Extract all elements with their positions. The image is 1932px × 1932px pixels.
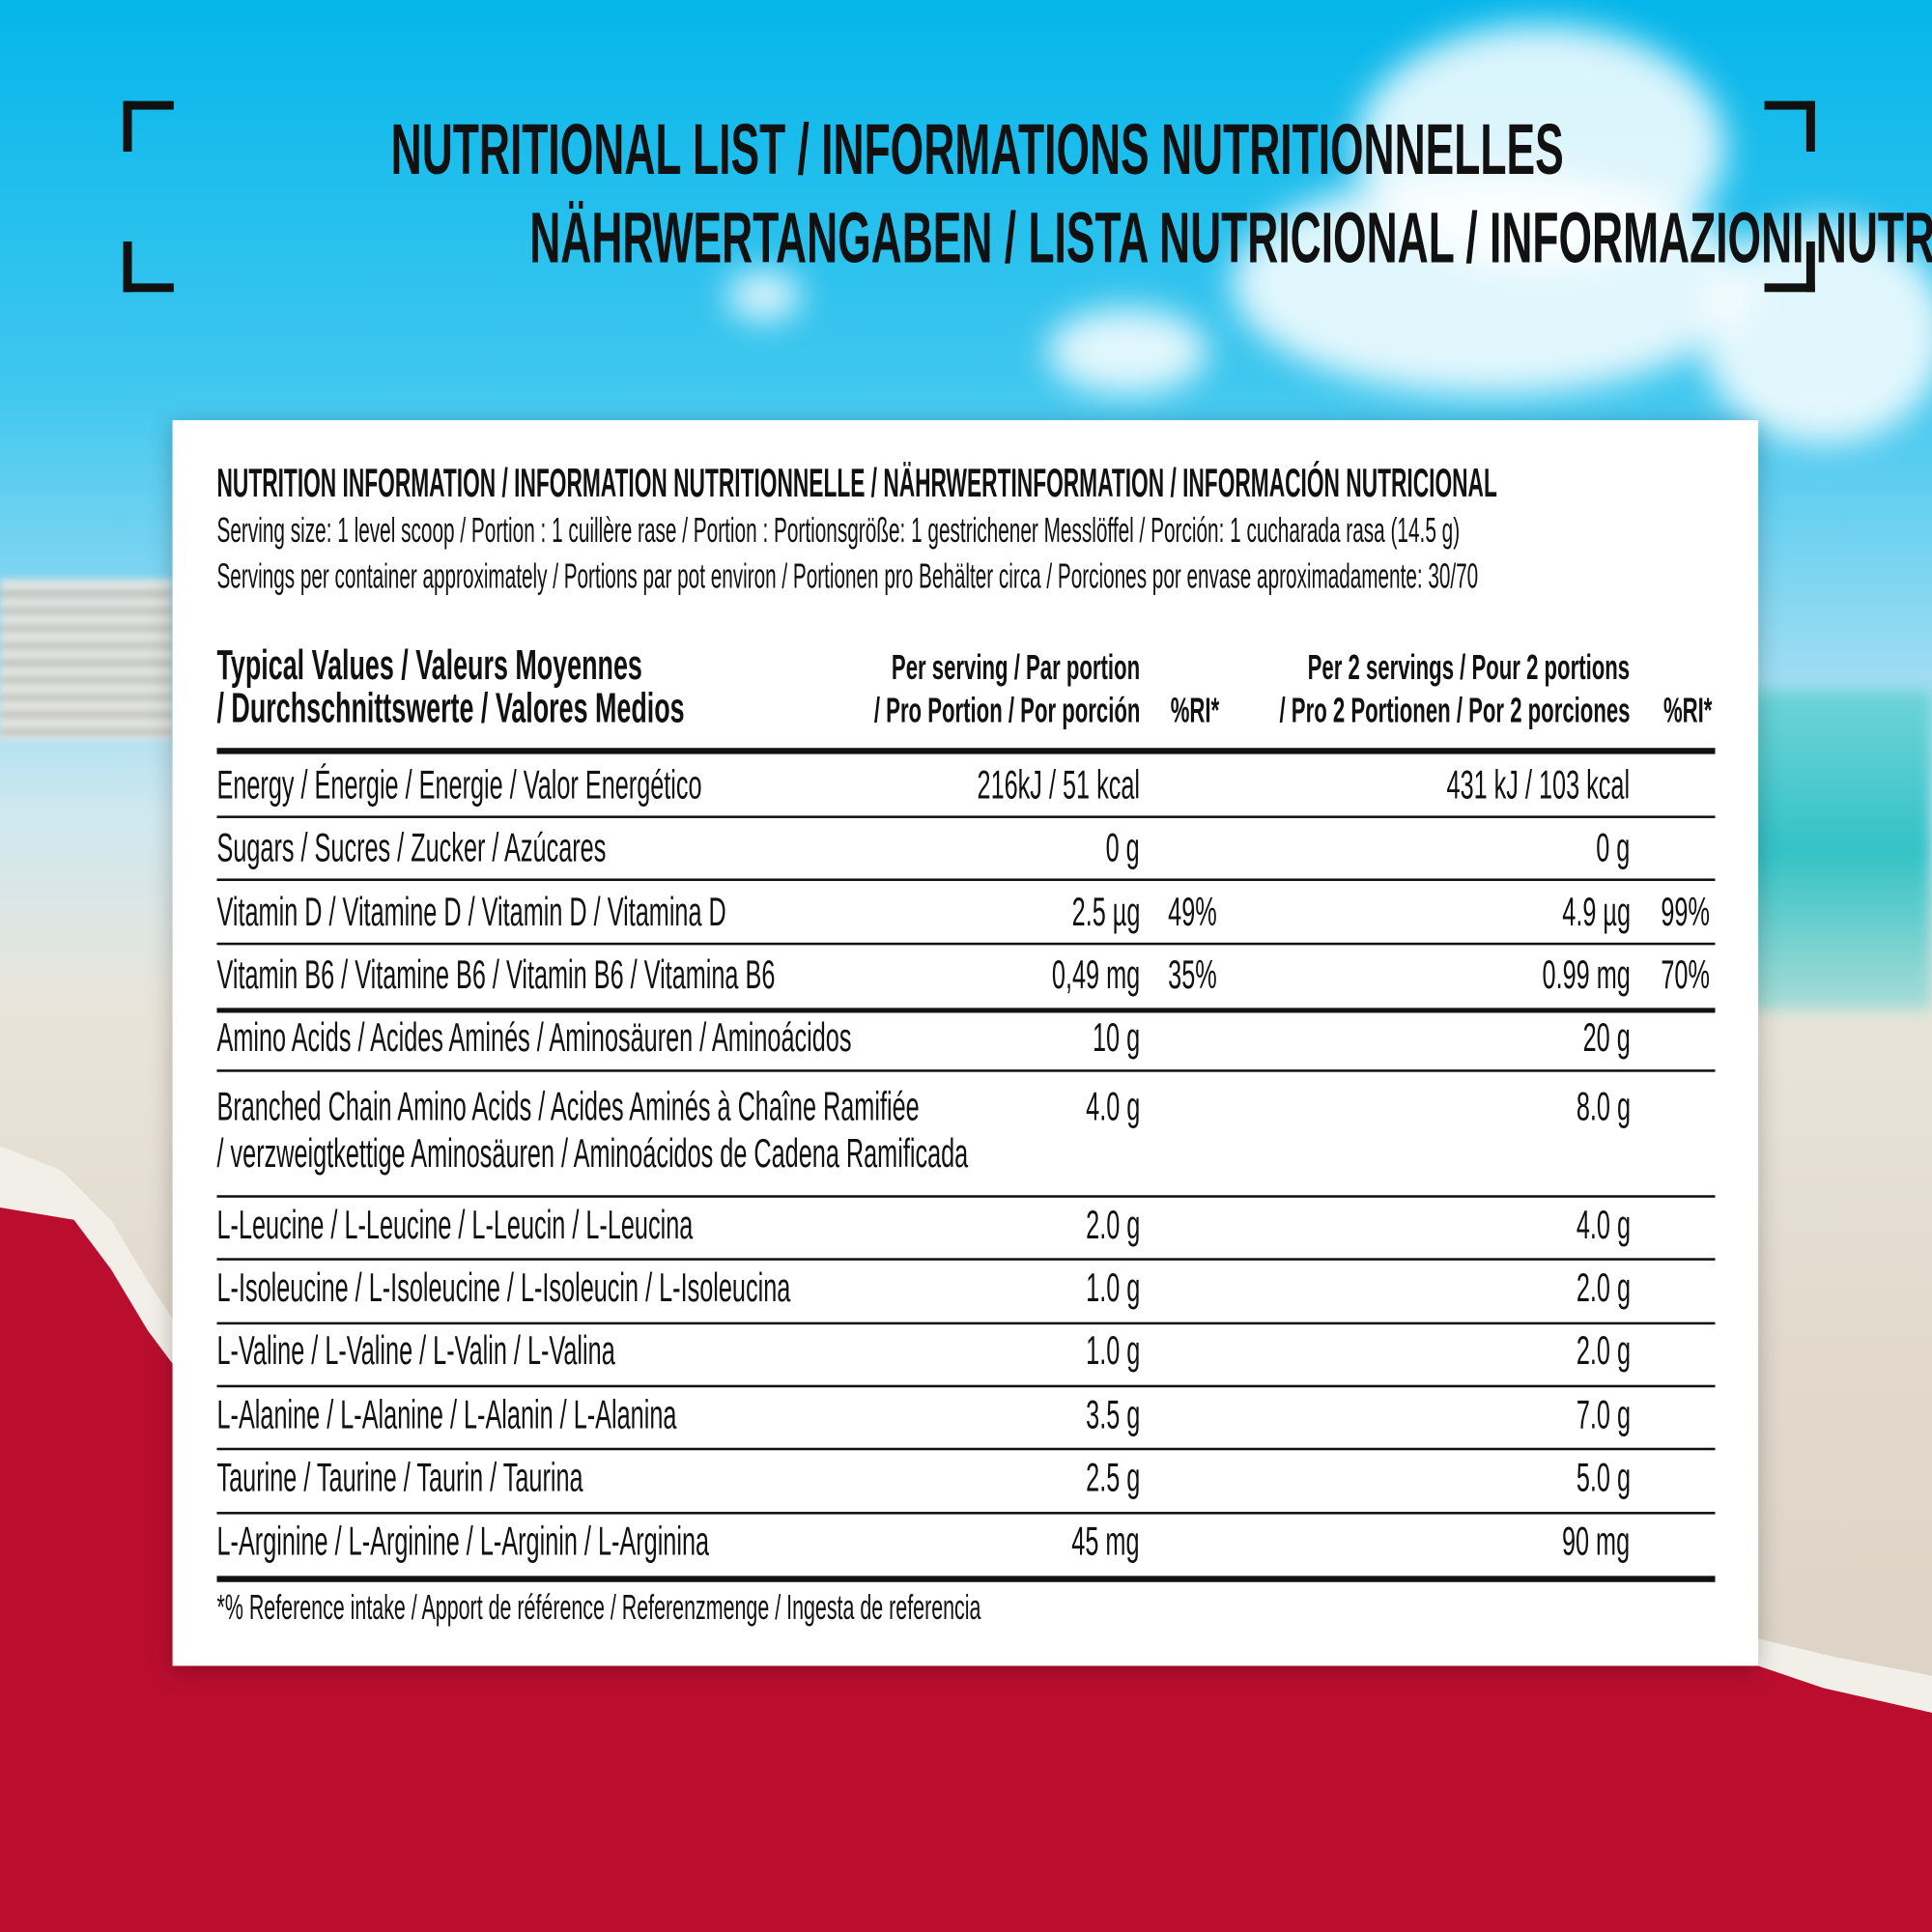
page-title-line-1: NUTRITIONAL LIST / INFORMATIONS NUTRITIO… <box>390 109 1564 190</box>
nutrient-label-line-2: / verzweigtkettige Aminosäuren / Aminoác… <box>216 1129 969 1176</box>
per-2-servings-value: 4.9 µg <box>1561 888 1631 934</box>
nutrient-label: L-Valine / L-Valine / L-Valin / L-Valina <box>216 1326 615 1373</box>
per-serving-value: 10 g <box>1092 1013 1140 1060</box>
nutrient-label: Branched Chain Amino Acids / Acides Amin… <box>216 1083 920 1129</box>
row-divider <box>216 878 1716 881</box>
col-header-ri-2: %RI* <box>1662 691 1713 730</box>
row-divider <box>216 1008 1716 1013</box>
nutrient-label: Taurine / Taurine / Taurin / Taurina <box>216 1454 583 1500</box>
per-2-servings-value: 7.0 g <box>1576 1391 1631 1437</box>
row-divider <box>216 1195 1716 1198</box>
col-header-per-serving-2: / Pro Portion / Por porción <box>873 691 1140 730</box>
nutrient-label: L-Alanine / L-Alanine / L-Alanin / L-Ala… <box>216 1391 677 1437</box>
per-2-servings-value: 0 g <box>1596 824 1631 870</box>
row-divider <box>216 1258 1716 1261</box>
per-2-servings-value: 431 kJ / 103 kcal <box>1446 761 1631 808</box>
page-title-line-2: NÄHRWERTANGABEN / LISTA NUTRICIONAL / IN… <box>529 198 1932 279</box>
header-divider <box>216 748 1716 754</box>
per-serving-value: 2.5 µg <box>1071 888 1140 934</box>
per-2-servings-value: 8.0 g <box>1576 1083 1631 1129</box>
col-header-ri: %RI* <box>1170 691 1220 730</box>
row-divider <box>216 1447 1716 1451</box>
col-header-label-1: Typical Values / Valeurs Moyennes <box>216 641 642 690</box>
per-2-servings-value: 4.0 g <box>1576 1201 1631 1247</box>
per-serving-value: 4.0 g <box>1085 1083 1140 1129</box>
per-serving-value: 0,49 mg <box>1051 951 1140 997</box>
row-divider <box>216 1321 1716 1325</box>
per-2-servings-value: 2.0 g <box>1576 1326 1631 1373</box>
nutrient-label: Vitamin B6 / Vitamine B6 / Vitamin B6 / … <box>216 951 776 997</box>
per-serving-value: 2.0 g <box>1085 1201 1140 1247</box>
nutrient-label: L-Arginine / L-Arginine / L-Arginin / L-… <box>216 1518 710 1564</box>
ri-value: 49% <box>1168 888 1217 934</box>
per-2-servings-value: 0.99 mg <box>1542 951 1631 997</box>
row-divider <box>216 815 1716 818</box>
nutrient-label: Sugars / Sucres / Zucker / Azúcares <box>216 824 607 870</box>
row-divider <box>216 942 1716 946</box>
per-2-servings-value: 90 mg <box>1562 1518 1631 1564</box>
ri-value: 35% <box>1168 951 1217 997</box>
per-serving-value: 1.0 g <box>1085 1326 1140 1373</box>
per-serving-value: 1.0 g <box>1085 1264 1140 1310</box>
per-serving-value: 0 g <box>1105 824 1140 870</box>
per-serving-value: 2.5 g <box>1085 1454 1140 1500</box>
nutrient-label: Energy / Énergie / Energie / Valor Energ… <box>216 761 702 808</box>
corner-bracket-bl <box>123 241 174 293</box>
row-divider <box>216 1069 1716 1072</box>
col-header-per-2-servings-2: / Pro 2 Portionen / Por 2 porciones <box>1279 691 1631 730</box>
per-2-servings-value: 5.0 g <box>1576 1454 1631 1500</box>
corner-bracket-tr <box>1764 100 1815 152</box>
col-header-per-serving-1: Per serving / Par portion <box>891 647 1140 687</box>
corner-bracket-br <box>1764 241 1815 293</box>
row-divider <box>216 1576 1716 1582</box>
per-serving-value: 3.5 g <box>1085 1391 1140 1437</box>
row-divider <box>216 1512 1716 1515</box>
footnote: *% Reference intake / Apport de référenc… <box>216 1588 981 1627</box>
corner-bracket-tl <box>123 100 174 152</box>
serving-size: Serving size: 1 level scoop / Portion : … <box>216 511 1461 550</box>
nutrient-label: L-Isoleucine / L-Isoleucine / L-Isoleuci… <box>216 1264 791 1310</box>
col-header-per-2-servings-1: Per 2 servings / Pour 2 portions <box>1308 647 1631 687</box>
nutrient-label: Amino Acids / Acides Aminés / Aminosäure… <box>216 1013 852 1060</box>
nutrient-label: Vitamin D / Vitamine D / Vitamin D / Vit… <box>216 888 726 934</box>
row-divider <box>216 1384 1716 1388</box>
ri-2-value: 70% <box>1661 951 1710 997</box>
nutrition-card: NUTRITION INFORMATION / INFORMATION NUTR… <box>172 419 1759 1666</box>
servings-per-container: Servings per container approximately / P… <box>216 556 1479 596</box>
per-serving-value: 45 mg <box>1071 1518 1140 1564</box>
ri-2-value: 99% <box>1661 888 1710 934</box>
per-2-servings-value: 2.0 g <box>1576 1264 1631 1310</box>
per-serving-value: 216kJ / 51 kcal <box>977 761 1140 808</box>
col-header-label-2: / Durchschnittswerte / Valores Medios <box>216 685 685 732</box>
per-2-servings-value: 20 g <box>1582 1013 1631 1060</box>
card-title: NUTRITION INFORMATION / INFORMATION NUTR… <box>216 459 1497 505</box>
nutrient-label: L-Leucine / L-Leucine / L-Leucin / L-Leu… <box>216 1201 694 1247</box>
